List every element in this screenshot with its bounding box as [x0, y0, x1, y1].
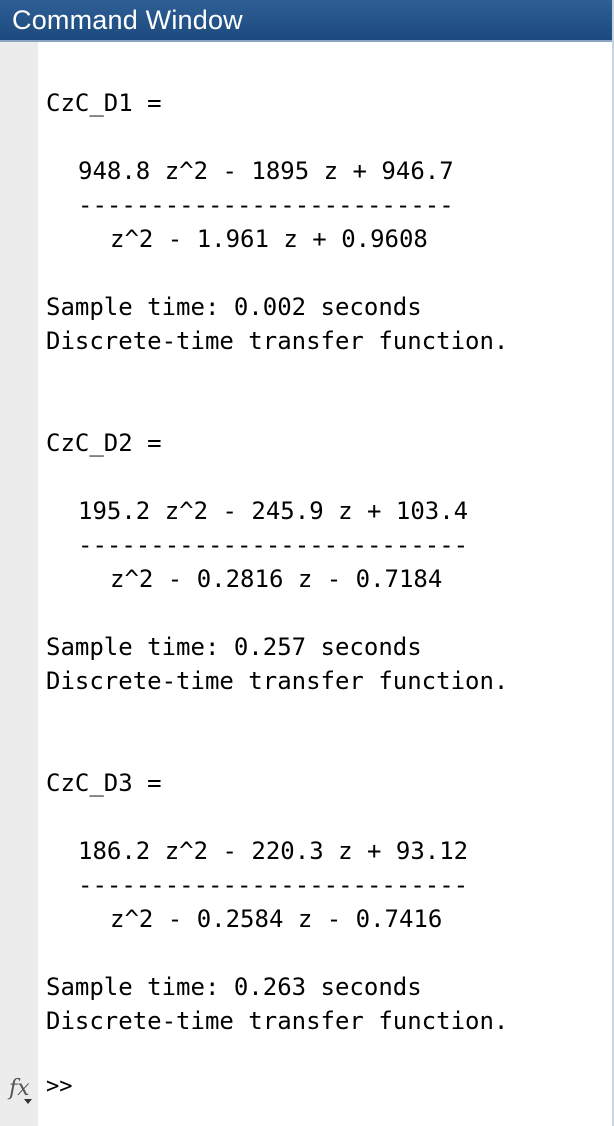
chevron-down-icon[interactable] [24, 1099, 32, 1104]
numerator-line: 195.2 z^2 - 245.9 z + 103.4 [78, 497, 469, 525]
fraction-divider: -------------------------- [78, 191, 454, 219]
command-prompt[interactable]: >> [46, 1074, 73, 1099]
variable-name-line: CzC_D1 = [46, 89, 162, 117]
numerator-line: 186.2 z^2 - 220.3 z + 93.12 [78, 837, 469, 865]
description-line: Discrete-time transfer function. [46, 327, 509, 355]
numerator-line: 948.8 z^2 - 1895 z + 946.7 [78, 157, 454, 185]
command-output-area[interactable]: CzC_D1 = 948.8 z^2 - 1895 z + 946.7 ----… [38, 42, 612, 1126]
fx-icon[interactable]: fx [9, 1076, 30, 1101]
variable-name-line: CzC_D3 = [46, 769, 162, 797]
sample-time-line: Sample time: 0.002 seconds [46, 293, 422, 321]
denominator-line: z^2 - 1.961 z + 0.9608 [110, 225, 428, 253]
sample-time-line: Sample time: 0.263 seconds [46, 973, 422, 1001]
window-title: Command Window [12, 5, 243, 35]
variable-name-line: CzC_D2 = [46, 429, 162, 457]
fraction-divider: --------------------------- [78, 531, 469, 559]
title-bar[interactable]: Command Window [0, 0, 612, 42]
sample-time-line: Sample time: 0.257 seconds [46, 633, 422, 661]
fraction-divider: --------------------------- [78, 871, 469, 899]
description-line: Discrete-time transfer function. [46, 1007, 509, 1035]
denominator-line: z^2 - 0.2816 z - 0.7184 [110, 565, 443, 593]
denominator-line: z^2 - 0.2584 z - 0.7416 [110, 905, 443, 933]
description-line: Discrete-time transfer function. [46, 667, 509, 695]
left-gutter [0, 42, 38, 1126]
